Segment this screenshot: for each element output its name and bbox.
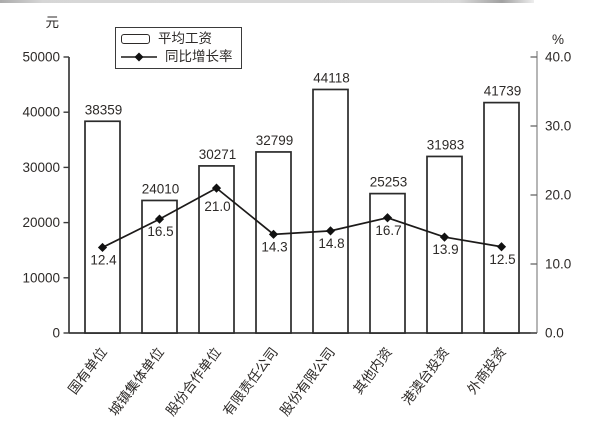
left-tick-label: 10000: [22, 270, 60, 285]
legend: 平均工资 同比增长率: [115, 27, 242, 69]
line-value-label: 12.4: [90, 252, 117, 267]
category-label: 股份有限公司: [277, 345, 338, 419]
line-marker: [382, 213, 393, 223]
right-tick-label: 10.0: [545, 257, 571, 272]
line-swatch-icon: [121, 52, 157, 62]
legend-label-average-wage: 平均工资: [158, 31, 212, 47]
left-tick-label: 20000: [22, 215, 60, 230]
right-axis-unit: %: [552, 32, 564, 47]
right-tick-label: 0.0: [545, 326, 564, 341]
bar-value-label: 31983: [427, 137, 465, 152]
axes: [68, 51, 538, 334]
line-value-label: 16.5: [147, 224, 173, 239]
legend-label-growth-rate: 同比增长率: [165, 49, 233, 65]
category-label: 城镇集体单位: [106, 345, 167, 419]
right-tick-label: 30.0: [545, 119, 571, 134]
line-marker: [268, 229, 279, 239]
bar: [369, 192, 406, 334]
left-tick-label: 0: [52, 326, 60, 341]
line-marker: [211, 183, 222, 193]
y-axis-left: 50000 40000 30000 20000 10000 0 元: [22, 15, 69, 341]
left-tick-label: 40000: [22, 105, 60, 120]
scan-artifact-strip: [0, 0, 534, 3]
line-series: 12.4 16.5 21.0 14.3 14.8 16.7 13.9 12.5: [90, 183, 516, 267]
legend-item-growth-rate: 同比增长率: [121, 50, 241, 64]
line-value-label: 14.8: [318, 236, 344, 251]
bar-value-label: 25253: [370, 175, 408, 190]
line-marker: [439, 232, 450, 242]
bar-series: 38359 24010 30271 32799 44118 25253 31983 41739: [84, 70, 522, 334]
category-label: 国有单位: [65, 345, 109, 397]
bar: [255, 151, 292, 334]
bar: [84, 120, 121, 334]
line-value-label: 12.5: [489, 252, 515, 267]
category-label: 其他内资: [350, 345, 394, 397]
line-value-label: 13.9: [432, 242, 458, 257]
left-tick-label: 30000: [22, 160, 60, 175]
line-value-label: 16.7: [375, 223, 401, 238]
line-marker: [325, 226, 336, 236]
line-value-label: 14.3: [261, 239, 287, 254]
bar-value-label: 38359: [85, 102, 123, 117]
bar-value-label: 24010: [142, 181, 180, 196]
left-tick-label: 50000: [22, 50, 60, 65]
bar-value-label: 32799: [256, 133, 294, 148]
legend-item-average-wage: 平均工资: [121, 32, 241, 46]
category-label: 有限责任公司: [220, 345, 281, 419]
bar-swatch-icon: [121, 34, 150, 45]
bar: [483, 101, 520, 334]
line-value-label: 21.0: [204, 199, 230, 214]
line-marker: [496, 242, 507, 252]
y-axis-right: 40.0 30.0 20.0 10.0 0.0%: [530, 32, 571, 341]
category-label: 外商投资: [464, 345, 508, 397]
bar-value-label: 30271: [199, 147, 237, 162]
bar-value-label: 44118: [313, 70, 350, 85]
right-tick-label: 20.0: [545, 188, 571, 203]
growth-line: [102, 187, 502, 249]
left-axis-unit: 元: [46, 15, 60, 30]
category-label: 港澳台投资: [399, 345, 452, 408]
bar-value-label: 41739: [484, 84, 522, 99]
bar: [426, 155, 463, 334]
category-label: 股份合作单位: [163, 345, 224, 419]
line-marker: [154, 214, 165, 224]
right-tick-label: 40.0: [545, 50, 571, 65]
line-marker: [97, 242, 108, 253]
bar: [312, 88, 349, 334]
